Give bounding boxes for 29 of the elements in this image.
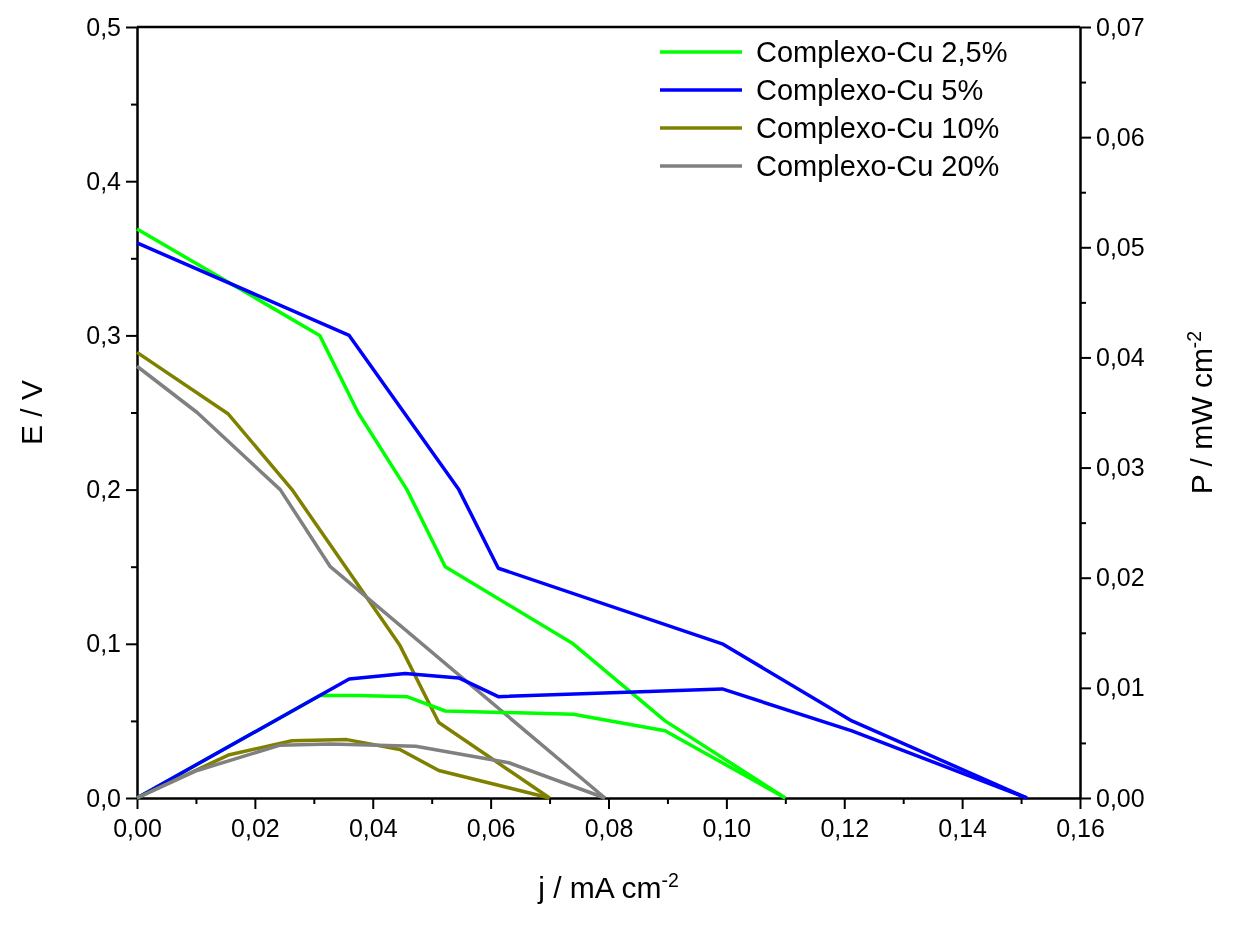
y2-tick-label: 0,07 bbox=[1096, 12, 1145, 41]
y2-tick-label: 0,03 bbox=[1096, 453, 1145, 482]
y2-tick-label: 0,02 bbox=[1096, 563, 1145, 592]
x-tick-label: 0,06 bbox=[466, 814, 516, 842]
y-tick-label: 0,2 bbox=[86, 475, 121, 504]
y2-tick-label: 0,04 bbox=[1096, 342, 1145, 371]
x-tick-label: 0,14 bbox=[938, 814, 988, 842]
y-tick-label: 0,4 bbox=[86, 166, 122, 195]
x-tick-label: 0,00 bbox=[113, 814, 162, 842]
legend-label: Complexo-Cu 5% bbox=[756, 74, 984, 106]
y2-tick-label: 0,05 bbox=[1096, 232, 1145, 261]
y-tick-label: 0,5 bbox=[86, 12, 121, 41]
x-tick-label: 0,16 bbox=[1056, 814, 1105, 842]
x-tick-label: 0,02 bbox=[231, 814, 280, 842]
x-axis-title: j / mA cm$^{-2}$ bbox=[537, 869, 679, 904]
y-tick-label: 0,0 bbox=[86, 783, 121, 812]
x-tick-label: 0,10 bbox=[702, 814, 752, 842]
y-tick-label: 0,3 bbox=[86, 320, 121, 349]
y-tick-label: 0,1 bbox=[86, 629, 121, 658]
x-tick-label: 0,04 bbox=[348, 814, 398, 842]
y2-tick-label: 0,06 bbox=[1096, 122, 1145, 151]
x-tick-label: 0,12 bbox=[820, 814, 870, 842]
x-tick-label: 0,08 bbox=[584, 814, 634, 842]
y2-tick-label: 0,01 bbox=[1096, 673, 1145, 702]
legend-label: Complexo-Cu 10% bbox=[756, 112, 1000, 144]
legend-label: Complexo-Cu 20% bbox=[756, 150, 1000, 182]
y-axis-title: E / V bbox=[15, 379, 48, 446]
y2-tick-label: 0,00 bbox=[1096, 783, 1145, 812]
legend-label: Complexo-Cu 2,5% bbox=[756, 36, 1008, 68]
